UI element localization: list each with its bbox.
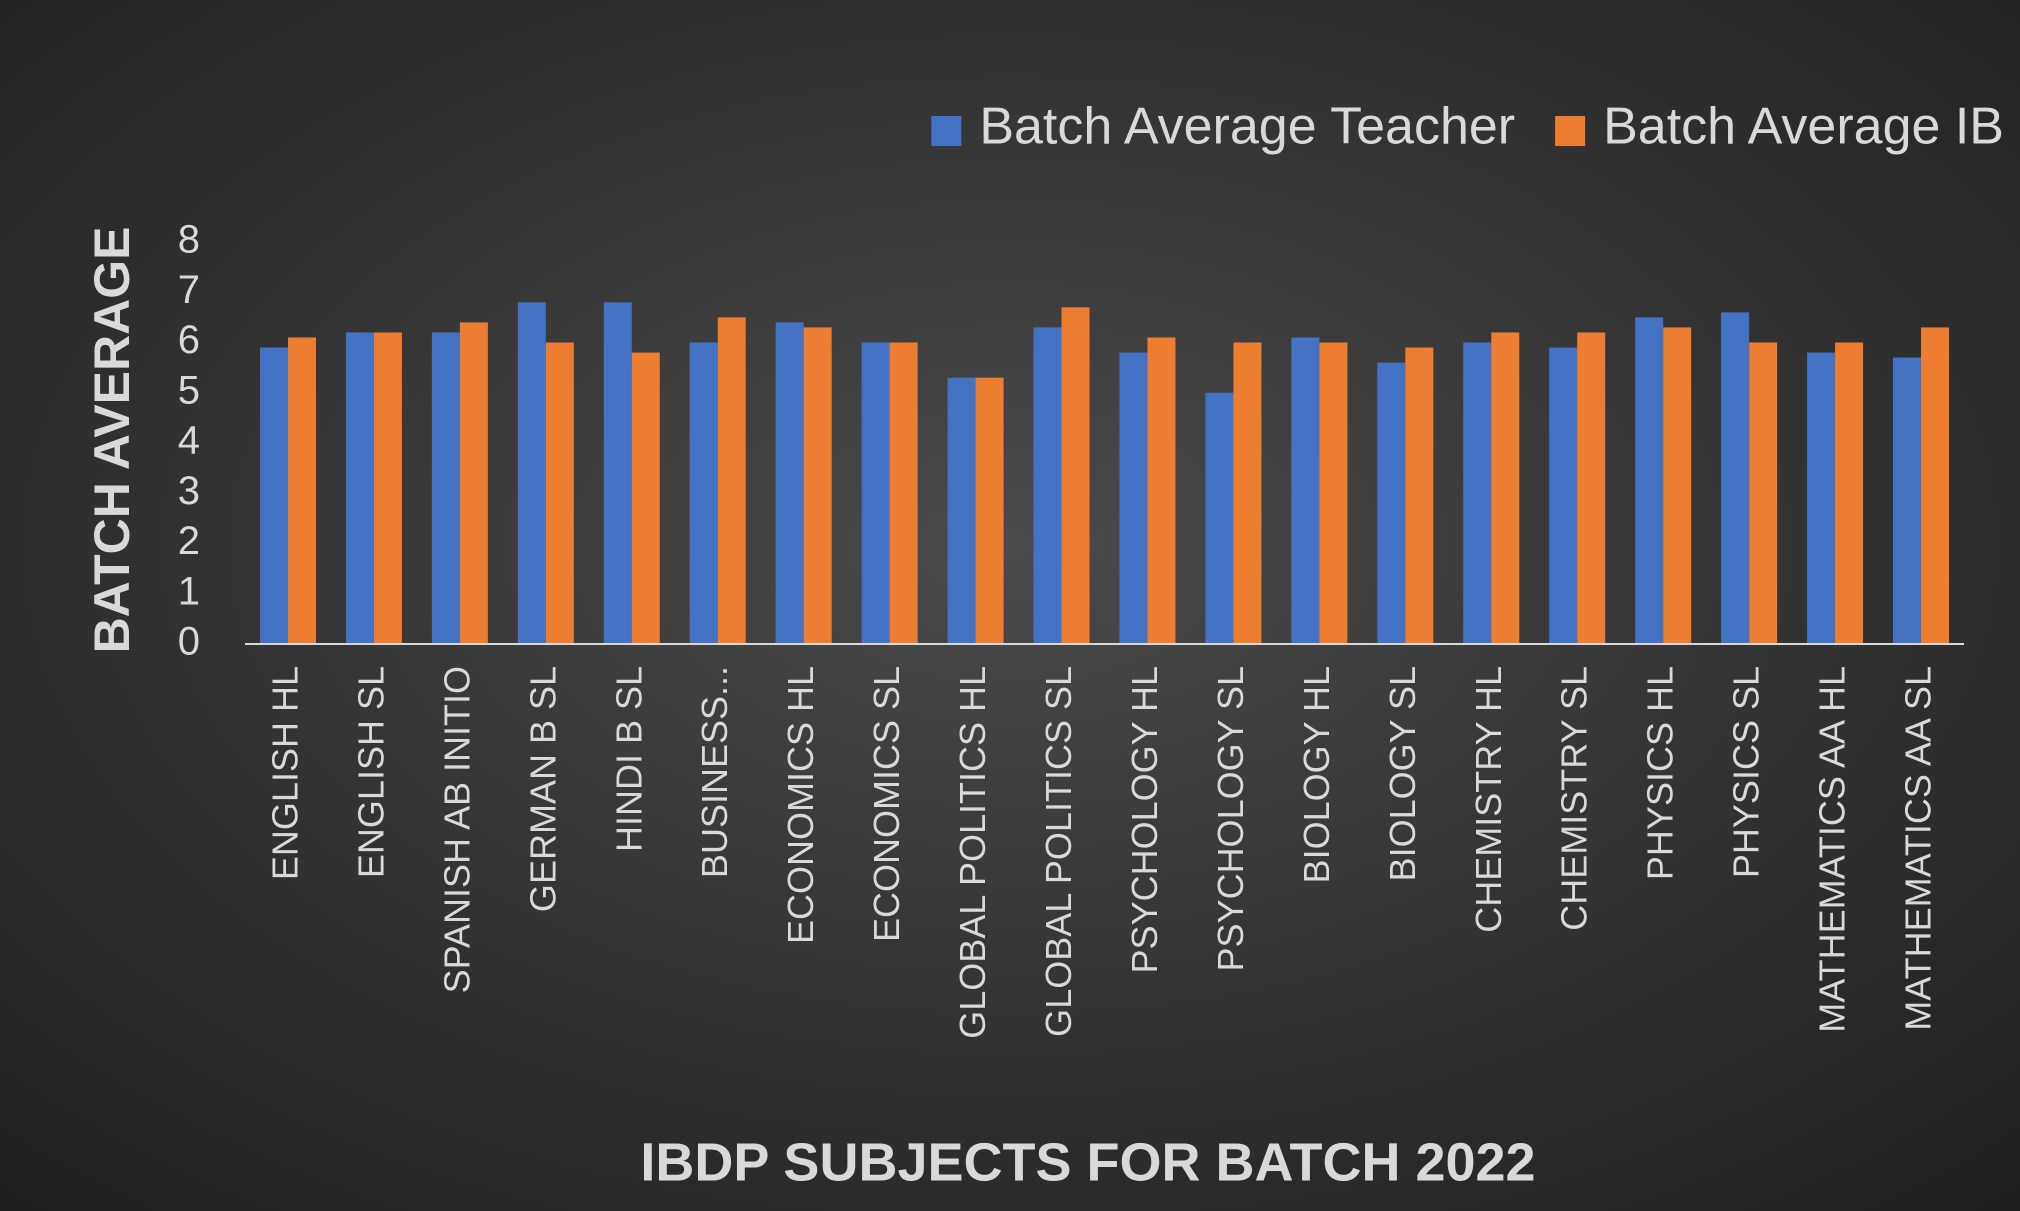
bar — [1921, 327, 1950, 644]
bar — [861, 342, 890, 644]
bar — [975, 377, 1004, 644]
x-tick-label: MATHEMATICS AA SL — [1898, 666, 1939, 1031]
y-tick-label: 1 — [178, 569, 200, 613]
bar — [1663, 327, 1692, 644]
bar — [373, 332, 402, 644]
x-tick-label: GLOBAL POLITICS SL — [1038, 666, 1079, 1037]
legend-label: Batch Average IB — [1603, 98, 2004, 156]
bar — [1749, 342, 1778, 644]
x-tick-label: ECONOMICS SL — [866, 666, 907, 942]
y-tick-label: 4 — [178, 419, 200, 463]
x-tick-label: PHYSICS SL — [1726, 666, 1767, 878]
y-tick-label: 6 — [178, 318, 200, 362]
bar — [889, 342, 918, 644]
bar — [1233, 342, 1262, 644]
x-tick-label: PSYCHOLOGY SL — [1210, 666, 1251, 971]
legend-swatch — [1555, 116, 1586, 146]
y-axis-title: BATCH AVERAGE — [84, 227, 140, 654]
bar — [631, 352, 660, 644]
x-tick-label: PHYSICS HL — [1640, 666, 1681, 880]
bar — [1205, 392, 1234, 644]
legend-swatch — [931, 116, 962, 146]
bar — [431, 332, 460, 644]
bar — [717, 317, 746, 644]
y-tick-label: 7 — [178, 268, 200, 312]
bar — [1033, 327, 1062, 644]
bar — [1319, 342, 1348, 644]
bar — [603, 302, 632, 644]
bar — [1377, 362, 1406, 644]
x-tick-label: BIOLOGY SL — [1382, 666, 1423, 881]
bar — [517, 302, 546, 644]
x-tick-label: BIOLOGY HL — [1296, 666, 1337, 883]
x-tick-label: CHEMISTRY HL — [1468, 666, 1509, 933]
bar — [1807, 352, 1836, 644]
bar — [689, 342, 718, 644]
bar — [1491, 332, 1520, 644]
x-tick-label: ENGLISH SL — [350, 666, 391, 878]
y-tick-label: 0 — [178, 620, 200, 664]
y-tick-label: 5 — [178, 368, 200, 412]
bar — [459, 322, 488, 644]
bar — [947, 377, 976, 644]
bar — [1061, 307, 1090, 644]
bar — [1463, 342, 1492, 644]
bar — [545, 342, 574, 644]
x-tick-label: CHEMISTRY SL — [1554, 666, 1595, 931]
bar — [259, 347, 288, 644]
x-tick-label: MATHEMATICS AA HL — [1812, 666, 1853, 1033]
y-tick-label: 3 — [178, 469, 200, 513]
x-tick-label: ENGLISH HL — [264, 666, 305, 880]
bar — [1291, 337, 1320, 644]
bar — [1119, 352, 1148, 644]
x-tick-label: GLOBAL POLITICS HL — [952, 666, 993, 1039]
bar — [1835, 342, 1864, 644]
bar — [1577, 332, 1606, 644]
bar — [287, 337, 316, 644]
x-tick-label: BUSINESS... — [694, 666, 735, 878]
bar — [803, 327, 832, 644]
bar — [1635, 317, 1664, 644]
legend-label: Batch Average Teacher — [979, 98, 1515, 156]
x-tick-label: HINDI B SL — [608, 666, 649, 852]
x-tick-label: ECONOMICS HL — [780, 666, 821, 944]
x-tick-label: SPANISH AB INITIO — [436, 666, 477, 993]
bar — [1721, 312, 1750, 644]
bar — [1549, 347, 1578, 644]
bar — [1405, 347, 1434, 644]
y-tick-label: 8 — [178, 218, 200, 262]
x-tick-label: GERMAN B SL — [522, 666, 563, 912]
bar — [775, 322, 804, 644]
x-tick-label: PSYCHOLOGY HL — [1124, 666, 1165, 973]
bar — [1147, 337, 1176, 644]
y-tick-label: 2 — [178, 519, 200, 563]
bar — [345, 332, 374, 644]
bar — [1893, 357, 1922, 644]
x-axis-title: IBDP SUBJECTS FOR BATCH 2022 — [640, 1132, 1535, 1192]
